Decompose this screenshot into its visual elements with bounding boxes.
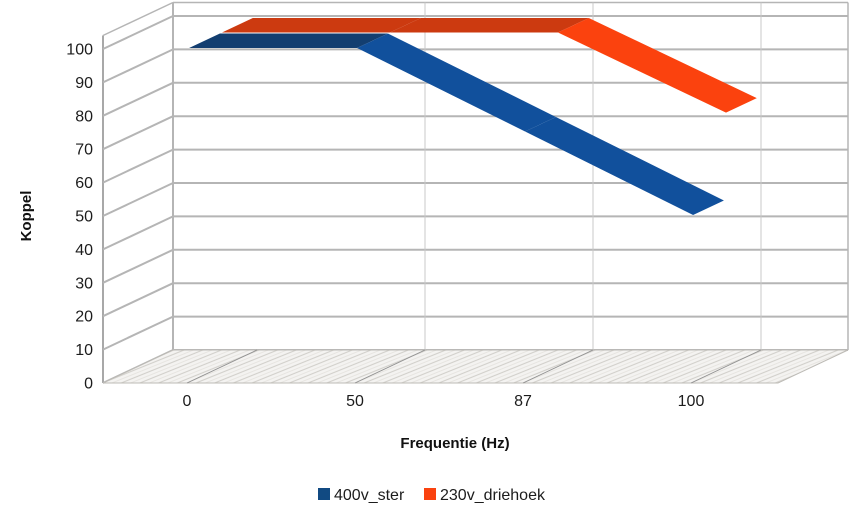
gridlines	[102, 2, 848, 384]
gridline-wall-diagonal	[102, 282, 174, 318]
y-tick-label: 10	[75, 342, 93, 359]
ribbon-segment-400v_ster	[189, 33, 388, 49]
y-tick-label: 40	[75, 242, 93, 259]
y-tick-label: 0	[84, 376, 93, 393]
y-tick-label: 20	[75, 309, 93, 326]
gridline-wall-diagonal	[102, 215, 174, 251]
chart-floor	[102, 349, 849, 384]
y-tick-label: 70	[75, 142, 93, 159]
y-tick-label: 60	[75, 175, 93, 192]
legend: 400v_ster 230v_driehoek	[318, 487, 546, 504]
x-tick-label: 50	[346, 393, 364, 410]
gridline-wall-diagonal	[102, 48, 174, 84]
x-tick-label: 0	[183, 393, 192, 410]
ribbon-segment-400v_ster	[525, 116, 724, 216]
gridline-wall-diagonal	[102, 248, 174, 284]
legend-swatch-400v-ster	[318, 488, 330, 500]
floor-surface	[102, 349, 849, 384]
floor-category-tick	[354, 349, 426, 384]
x-tick-label: 100	[678, 393, 705, 410]
legend-label-400v-ster: 400v_ster	[334, 487, 405, 504]
data-ribbons	[189, 17, 757, 216]
gridline-wall-diagonal	[102, 182, 174, 217]
gridline-wall-diagonal	[102, 115, 174, 151]
floor-category-tick	[690, 349, 762, 384]
gridline-wall-diagonal	[102, 81, 174, 117]
y-tick-label: 80	[75, 108, 93, 125]
x-tick-label: 87	[514, 393, 532, 410]
ribbon-segment-400v_ster	[357, 33, 556, 132]
axis-tick-labels: 0 10 20 30 40 50 60 70 80 90 100 0 50 87 100	[66, 42, 704, 411]
ribbon-segment-230v_driehoek	[222, 17, 421, 33]
x-axis-title: Frequentie (Hz)	[400, 435, 509, 452]
y-axis-title: Koppel	[18, 191, 35, 242]
legend-swatch-230v-driehoek	[424, 488, 436, 500]
wall-top-left-edge	[102, 1, 174, 37]
gridline-wall-diagonal	[102, 315, 174, 351]
y-tick-label: 90	[75, 75, 93, 92]
floor-category-tick	[186, 349, 258, 384]
y-tick-label: 30	[75, 275, 93, 292]
legend-label-230v-driehoek: 230v_driehoek	[440, 487, 546, 504]
y-tick-label: 100	[66, 42, 93, 59]
chart-walls	[102, 1, 849, 383]
floor-category-tick	[522, 349, 594, 384]
ribbon-segment-230v_driehoek	[558, 17, 757, 113]
gridline-wall-diagonal	[102, 148, 174, 184]
gridline-wall-diagonal	[102, 15, 174, 50]
y-tick-label: 50	[75, 209, 93, 226]
ribbon-segment-230v_driehoek	[390, 17, 589, 33]
